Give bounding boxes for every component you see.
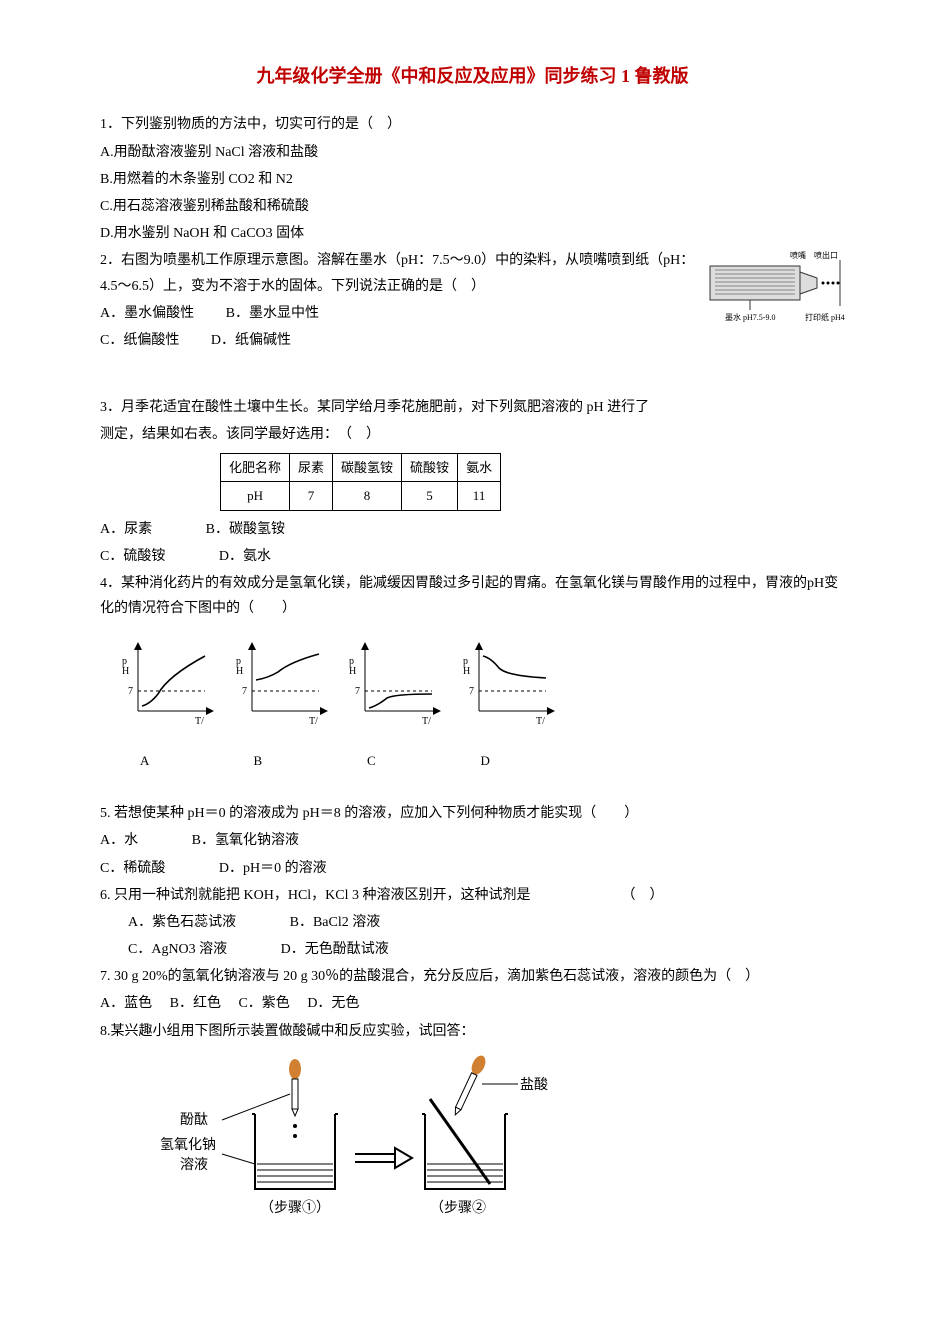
step2-label: （步骤② bbox=[430, 1200, 486, 1216]
q4-stem: 4．某种消化药片的有效成分是氢氧化镁，能减缓因胃酸过多引起的胃痛。在氢氧化镁与胃… bbox=[100, 571, 845, 621]
printer-diagram: 喷嘴 喷出口 墨水 pH7.5-9.0 打印纸 pH4.5-6.5 bbox=[705, 248, 845, 367]
q6-opt-c: C．AgNO3 溶液 bbox=[128, 937, 227, 962]
svg-text:7: 7 bbox=[469, 686, 474, 697]
q1-opt-b: B.用燃着的木条鉴别 CO2 和 N2 bbox=[100, 167, 845, 192]
th-nh3h2o: 氨水 bbox=[458, 454, 501, 482]
beaker-1 bbox=[252, 1059, 338, 1189]
th-urea: 尿素 bbox=[290, 454, 333, 482]
q5-stem: 5. 若想使某种 pH＝0 的溶液成为 pH＝8 的溶液，应加入下列何种物质才能… bbox=[100, 801, 845, 826]
q1-opt-c: C.用石蕊溶液鉴别稀盐酸和稀硫酸 bbox=[100, 194, 845, 219]
step1-label: （步骤①） bbox=[260, 1200, 330, 1216]
q6-opt-a: A．紫色石蕊试液 bbox=[128, 910, 236, 935]
ph-nh3h2o: 11 bbox=[458, 482, 501, 510]
fertilizer-table: 化肥名称 尿素 碳酸氢铵 硫酸铵 氨水 pH 7 8 5 11 bbox=[220, 453, 501, 511]
svg-text:H: H bbox=[122, 666, 129, 677]
th-name: 化肥名称 bbox=[221, 454, 290, 482]
q2-opt-a: A．墨水偏酸性 bbox=[100, 301, 194, 326]
printer-head-label: 喷嘴 喷出口 bbox=[790, 250, 838, 260]
beaker-2 bbox=[422, 1054, 508, 1189]
label-naoh2: 溶液 bbox=[180, 1157, 208, 1173]
label-phenol: 酚酞 bbox=[180, 1112, 208, 1128]
svg-text:H: H bbox=[236, 666, 243, 677]
q6-stem: 6. 只用一种试剂就能把 KOH，HCl，KCl 3 种溶液区别开，这种试剂是 … bbox=[100, 883, 845, 908]
q7-opt-d: D．无色 bbox=[307, 996, 359, 1011]
label-hcl: 盐酸 bbox=[520, 1077, 548, 1093]
ph-urea: 7 bbox=[290, 482, 333, 510]
svg-text:T/: T/ bbox=[195, 716, 204, 726]
svg-text:7: 7 bbox=[355, 686, 360, 697]
q6-opt-b: B．BaCl2 溶液 bbox=[290, 910, 381, 935]
page-title: 九年级化学全册《中和反应及应用》同步练习 1 鲁教版 bbox=[100, 60, 845, 92]
q7-stem: 7. 30 g 20%的氢氧化钠溶液与 20 g 30％的盐酸混合，充分反应后，… bbox=[100, 964, 845, 989]
q7-opt-b: B．红色 bbox=[170, 996, 221, 1011]
q3-stem1: 3．月季花适宜在酸性土壤中生长。某同学给月季花施肥前，对下列氮肥溶液的 pH 进… bbox=[100, 395, 845, 420]
svg-text:T/: T/ bbox=[536, 716, 545, 726]
q3-opt-d: D．氨水 bbox=[219, 544, 271, 569]
ph-nh4so4: 5 bbox=[402, 482, 458, 510]
q5-opt-d: D．pH＝0 的溶液 bbox=[219, 856, 327, 881]
ph-charts: pH 7 T/ pH 7 T/ pH 7 T/ pH 7 bbox=[120, 636, 845, 735]
svg-text:H: H bbox=[349, 666, 356, 677]
q3-stem2: 测定，结果如右表。该同学最好选用： （ ） bbox=[100, 422, 845, 447]
svg-text:H: H bbox=[463, 666, 470, 677]
label-naoh1: 氢氧化钠 bbox=[160, 1137, 216, 1153]
svg-text:T/: T/ bbox=[309, 716, 318, 726]
printer-ink-label: 墨水 pH7.5-9.0 bbox=[725, 312, 775, 322]
q6-opt-d: D．无色酚酞试液 bbox=[281, 937, 389, 962]
q3-opt-b: B．碳酸氢铵 bbox=[206, 517, 285, 542]
ph-nh4hco3: 8 bbox=[333, 482, 402, 510]
q1-opt-d: D.用水鉴别 NaOH 和 CaCO3 固体 bbox=[100, 221, 845, 246]
q7-opt-c: C．紫色 bbox=[238, 996, 289, 1011]
q1-stem: 1．下列鉴别物质的方法中，切实可行的是（ ） bbox=[100, 112, 845, 137]
svg-text:7: 7 bbox=[128, 686, 133, 697]
q2-opt-b: B．墨水显中性 bbox=[226, 301, 319, 326]
svg-text:7: 7 bbox=[242, 686, 247, 697]
th-nh4hco3: 碳酸氢铵 bbox=[333, 454, 402, 482]
chart-option-labels: A B C D bbox=[140, 749, 845, 774]
q1-opt-a: A.用酚酞溶液鉴别 NaCl 溶液和盐酸 bbox=[100, 140, 845, 165]
q8-stem: 8.某兴趣小组用下图所示装置做酸碱中和反应实验，试回答： bbox=[100, 1019, 845, 1044]
q7-opt-a: A．蓝色 bbox=[100, 996, 152, 1011]
th-nh4so4: 硫酸铵 bbox=[402, 454, 458, 482]
q5-opt-b: B．氢氧化钠溶液 bbox=[192, 828, 299, 853]
q3-opt-a: A．尿素 bbox=[100, 517, 152, 542]
printer-paper-label: 打印纸 pH4.5-6.5 bbox=[805, 312, 845, 322]
q2-opt-d: D．纸偏碱性 bbox=[211, 328, 291, 353]
q5-opt-a: A．水 bbox=[100, 828, 138, 853]
q3-opt-c: C．硫酸铵 bbox=[100, 544, 165, 569]
q2-opt-c: C．纸偏酸性 bbox=[100, 328, 179, 353]
row-label: pH bbox=[221, 482, 290, 510]
experiment-diagram: 酚酞 氢氧化钠 溶液 （步骤①） bbox=[160, 1054, 845, 1243]
svg-text:T/: T/ bbox=[422, 716, 431, 726]
q5-opt-c: C．稀硫酸 bbox=[100, 856, 165, 881]
